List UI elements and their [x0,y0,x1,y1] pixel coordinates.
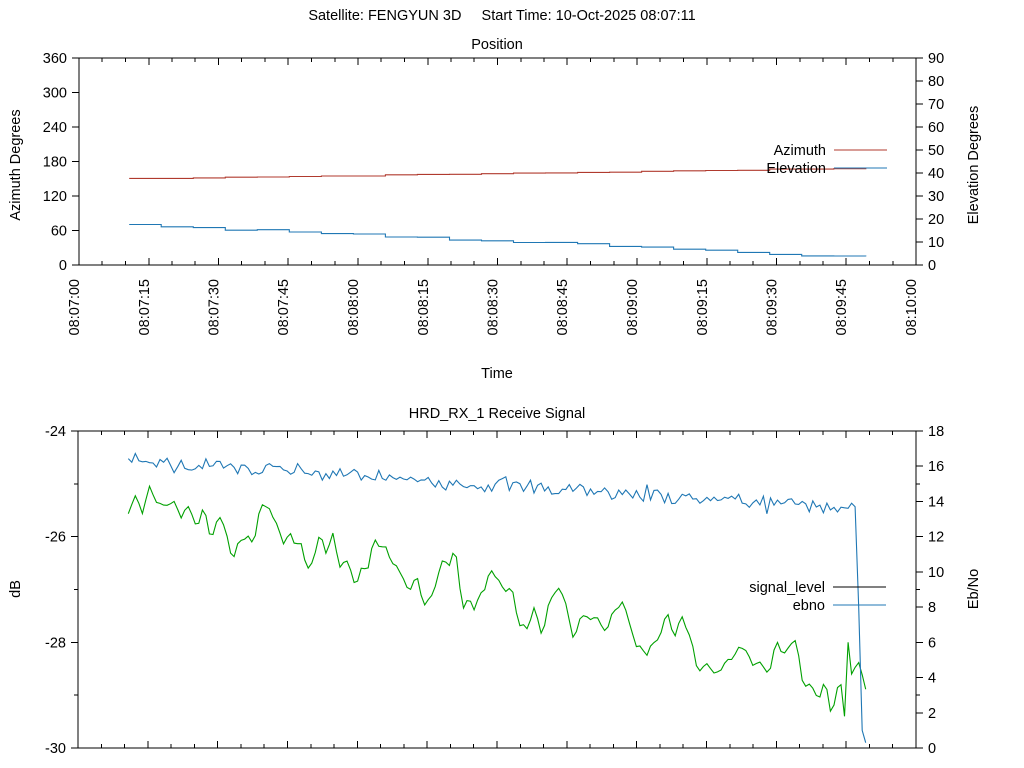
svg-text:08:09:00: 08:09:00 [625,279,641,335]
svg-text:10: 10 [928,235,944,251]
svg-text:6: 6 [928,635,936,651]
svg-text:-28: -28 [45,635,66,651]
svg-text:240: 240 [43,120,67,136]
svg-text:40: 40 [928,166,944,182]
svg-text:Position: Position [471,37,523,53]
svg-text:08:09:45: 08:09:45 [834,279,850,335]
svg-text:2: 2 [928,706,936,722]
svg-text:08:07:15: 08:07:15 [137,279,153,335]
svg-text:08:07:00: 08:07:00 [67,279,83,335]
svg-text:12: 12 [928,530,944,546]
svg-text:08:08:00: 08:08:00 [346,279,362,335]
svg-text:08:08:15: 08:08:15 [416,279,432,335]
svg-text:120: 120 [43,189,67,205]
svg-text:08:07:30: 08:07:30 [207,279,223,335]
svg-text:08:09:30: 08:09:30 [765,279,781,335]
svg-text:14: 14 [928,494,944,510]
svg-text:-24: -24 [45,424,66,440]
svg-text:18: 18 [928,424,944,440]
svg-text:Elevation Degrees: Elevation Degrees [966,106,982,225]
svg-text:0: 0 [928,741,936,757]
svg-text:16: 16 [928,459,944,475]
svg-text:HRD_RX_1 Receive Signal: HRD_RX_1 Receive Signal [409,406,586,422]
svg-text:Azimuth Degrees: Azimuth Degrees [8,109,24,220]
svg-text:0: 0 [928,258,936,274]
svg-text:90: 90 [928,51,944,67]
svg-text:08:08:30: 08:08:30 [486,279,502,335]
svg-text:Time: Time [481,366,513,382]
svg-text:Azimuth: Azimuth [774,143,826,159]
svg-text:0: 0 [59,258,67,274]
svg-text:50: 50 [928,143,944,159]
svg-text:08:08:45: 08:08:45 [555,279,571,335]
svg-text:4: 4 [928,671,936,687]
svg-text:360: 360 [43,51,67,67]
svg-text:60: 60 [928,120,944,136]
svg-text:10: 10 [928,565,944,581]
svg-text:8: 8 [928,600,936,616]
svg-text:20: 20 [928,212,944,228]
svg-text:-30: -30 [45,741,66,757]
svg-text:08:10:00: 08:10:00 [904,279,920,335]
svg-text:dB: dB [8,580,24,598]
svg-text:30: 30 [928,189,944,205]
svg-text:80: 80 [928,74,944,90]
svg-text:-26: -26 [45,530,66,546]
svg-text:08:09:15: 08:09:15 [695,279,711,335]
svg-text:70: 70 [928,97,944,113]
svg-text:180: 180 [43,155,67,171]
svg-text:08:07:45: 08:07:45 [276,279,292,335]
svg-text:300: 300 [43,86,67,102]
svg-text:Satellite: FENGYUN 3D Star: Satellite: FENGYUN 3D Start Time: 10-Oct… [308,8,695,24]
svg-text:60: 60 [51,224,67,240]
svg-text:Eb/No: Eb/No [966,569,982,609]
svg-text:ebno: ebno [793,598,825,614]
svg-text:Elevation: Elevation [766,161,826,177]
svg-text:signal_level: signal_level [749,580,825,596]
